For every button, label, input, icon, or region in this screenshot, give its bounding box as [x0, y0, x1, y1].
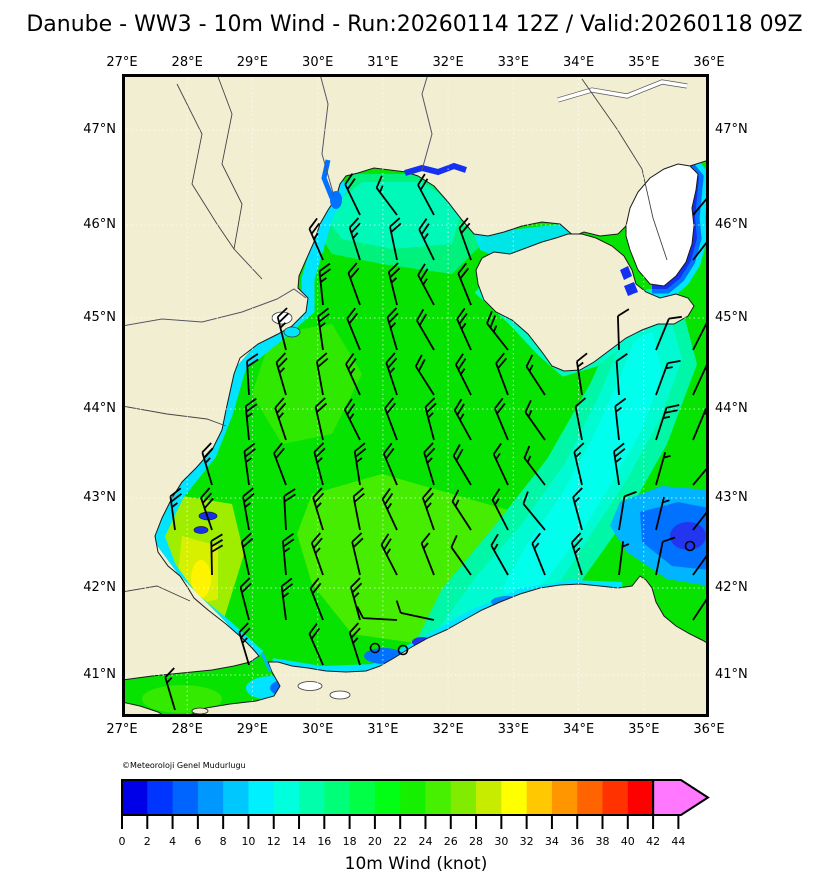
colorbar-svg: 0 2 4 6 8 10 12 14 16 18 20 22 24 26 28 30 32 34 36 38 40 42 4… — [119, 779, 710, 848]
colorbar-tick-label: 4 — [169, 835, 176, 848]
colorbar-tick-label: 20 — [368, 835, 382, 848]
colorbar-tick-label: 36 — [570, 835, 584, 848]
wind-barbs — [164, 173, 709, 711]
colorbar-tick-label: 32 — [520, 835, 534, 848]
lon-label-bottom: 32°E — [432, 722, 464, 737]
lat-label-right: 46°N — [715, 217, 748, 232]
colorbar-tick-label: 34 — [545, 835, 559, 848]
colorbar-tick-label: 10 — [241, 835, 255, 848]
colorbar-tick-label: 44 — [671, 835, 685, 848]
lon-label-top: 28°E — [171, 55, 203, 70]
colorbar-tick-label: 22 — [393, 835, 407, 848]
colorbar-tick-label: 16 — [317, 835, 331, 848]
lon-label-top: 35°E — [628, 55, 660, 70]
colorbar-tick-label: 14 — [292, 835, 306, 848]
lon-label-top: 29°E — [236, 55, 269, 70]
copyright-label: ©Meteoroloji Genel Mudurlugu — [122, 761, 246, 770]
lon-label-bottom: 28°E — [171, 722, 203, 737]
lon-label-bottom: 27°E — [106, 722, 138, 737]
lon-label-bottom: 33°E — [497, 722, 529, 737]
lon-label-bottom: 29°E — [236, 722, 269, 737]
lat-label-left: 45°N — [83, 310, 116, 325]
calm-markers — [369, 540, 696, 656]
lon-label-top: 32°E — [432, 55, 464, 70]
colorbar-tick-label: 42 — [646, 835, 660, 848]
lat-label-right: 41°N — [715, 667, 748, 682]
colorbar-segments — [122, 780, 654, 815]
colorbar-tick-label: 2 — [144, 835, 151, 848]
colorbar-tick-label: 6 — [194, 835, 201, 848]
lon-label-top: 36°E — [693, 55, 725, 70]
colorbar: 0 2 4 6 8 10 12 14 16 18 20 22 24 26 28 30 32 34 36 38 40 42 4… — [100, 772, 760, 882]
lon-label-top: 34°E — [562, 55, 595, 70]
lon-label-bottom: 31°E — [367, 722, 399, 737]
colorbar-tick-label: 40 — [621, 835, 635, 848]
colorbar-tick-label: 12 — [267, 835, 281, 848]
colorbar-tick-label: 38 — [596, 835, 610, 848]
plot-title: Danube - WW3 - 10m Wind - Run:20260114 1… — [26, 12, 803, 37]
map-details — [122, 74, 688, 700]
lon-label-top: 30°E — [302, 55, 334, 70]
lon-label-top: 27°E — [106, 55, 138, 70]
lat-label-right: 44°N — [715, 401, 748, 416]
lat-label-left: 43°N — [83, 490, 116, 505]
lat-label-right: 47°N — [715, 122, 748, 137]
graticule — [122, 74, 709, 717]
colorbar-tick-label: 30 — [494, 835, 508, 848]
lon-label-bottom: 30°E — [302, 722, 334, 737]
map-svg — [122, 74, 709, 717]
lat-label-left: 46°N — [83, 217, 116, 232]
lon-label-bottom: 35°E — [628, 722, 660, 737]
colorbar-tick-label: 28 — [469, 835, 483, 848]
colorbar-tick-label: 26 — [444, 835, 458, 848]
lat-label-right: 43°N — [715, 490, 748, 505]
colorbar-ticks: 0 2 4 6 8 10 12 14 16 18 20 22 24 26 28 30 32 34 36 38 40 42 4… — [119, 815, 685, 848]
lat-label-right: 45°N — [715, 310, 748, 325]
lat-label-right: 42°N — [715, 580, 748, 595]
lon-label-top: 33°E — [497, 55, 529, 70]
lat-label-left: 41°N — [83, 667, 116, 682]
lon-label-bottom: 36°E — [693, 722, 725, 737]
colorbar-label: 10m Wind (knot) — [344, 854, 488, 874]
lon-label-bottom: 34°E — [562, 722, 595, 737]
colorbar-tick-label: 24 — [418, 835, 432, 848]
map-area — [122, 74, 709, 717]
colorbar-tick-label: 8 — [220, 835, 227, 848]
colorbar-tick-label: 18 — [343, 835, 357, 848]
lat-label-left: 42°N — [83, 580, 116, 595]
colorbar-arrow — [652, 779, 710, 816]
lat-label-left: 47°N — [83, 122, 116, 137]
colorbar-tick-label: 0 — [119, 835, 126, 848]
lon-label-top: 31°E — [367, 55, 399, 70]
map-frame — [122, 74, 709, 717]
lat-label-left: 44°N — [83, 401, 116, 416]
